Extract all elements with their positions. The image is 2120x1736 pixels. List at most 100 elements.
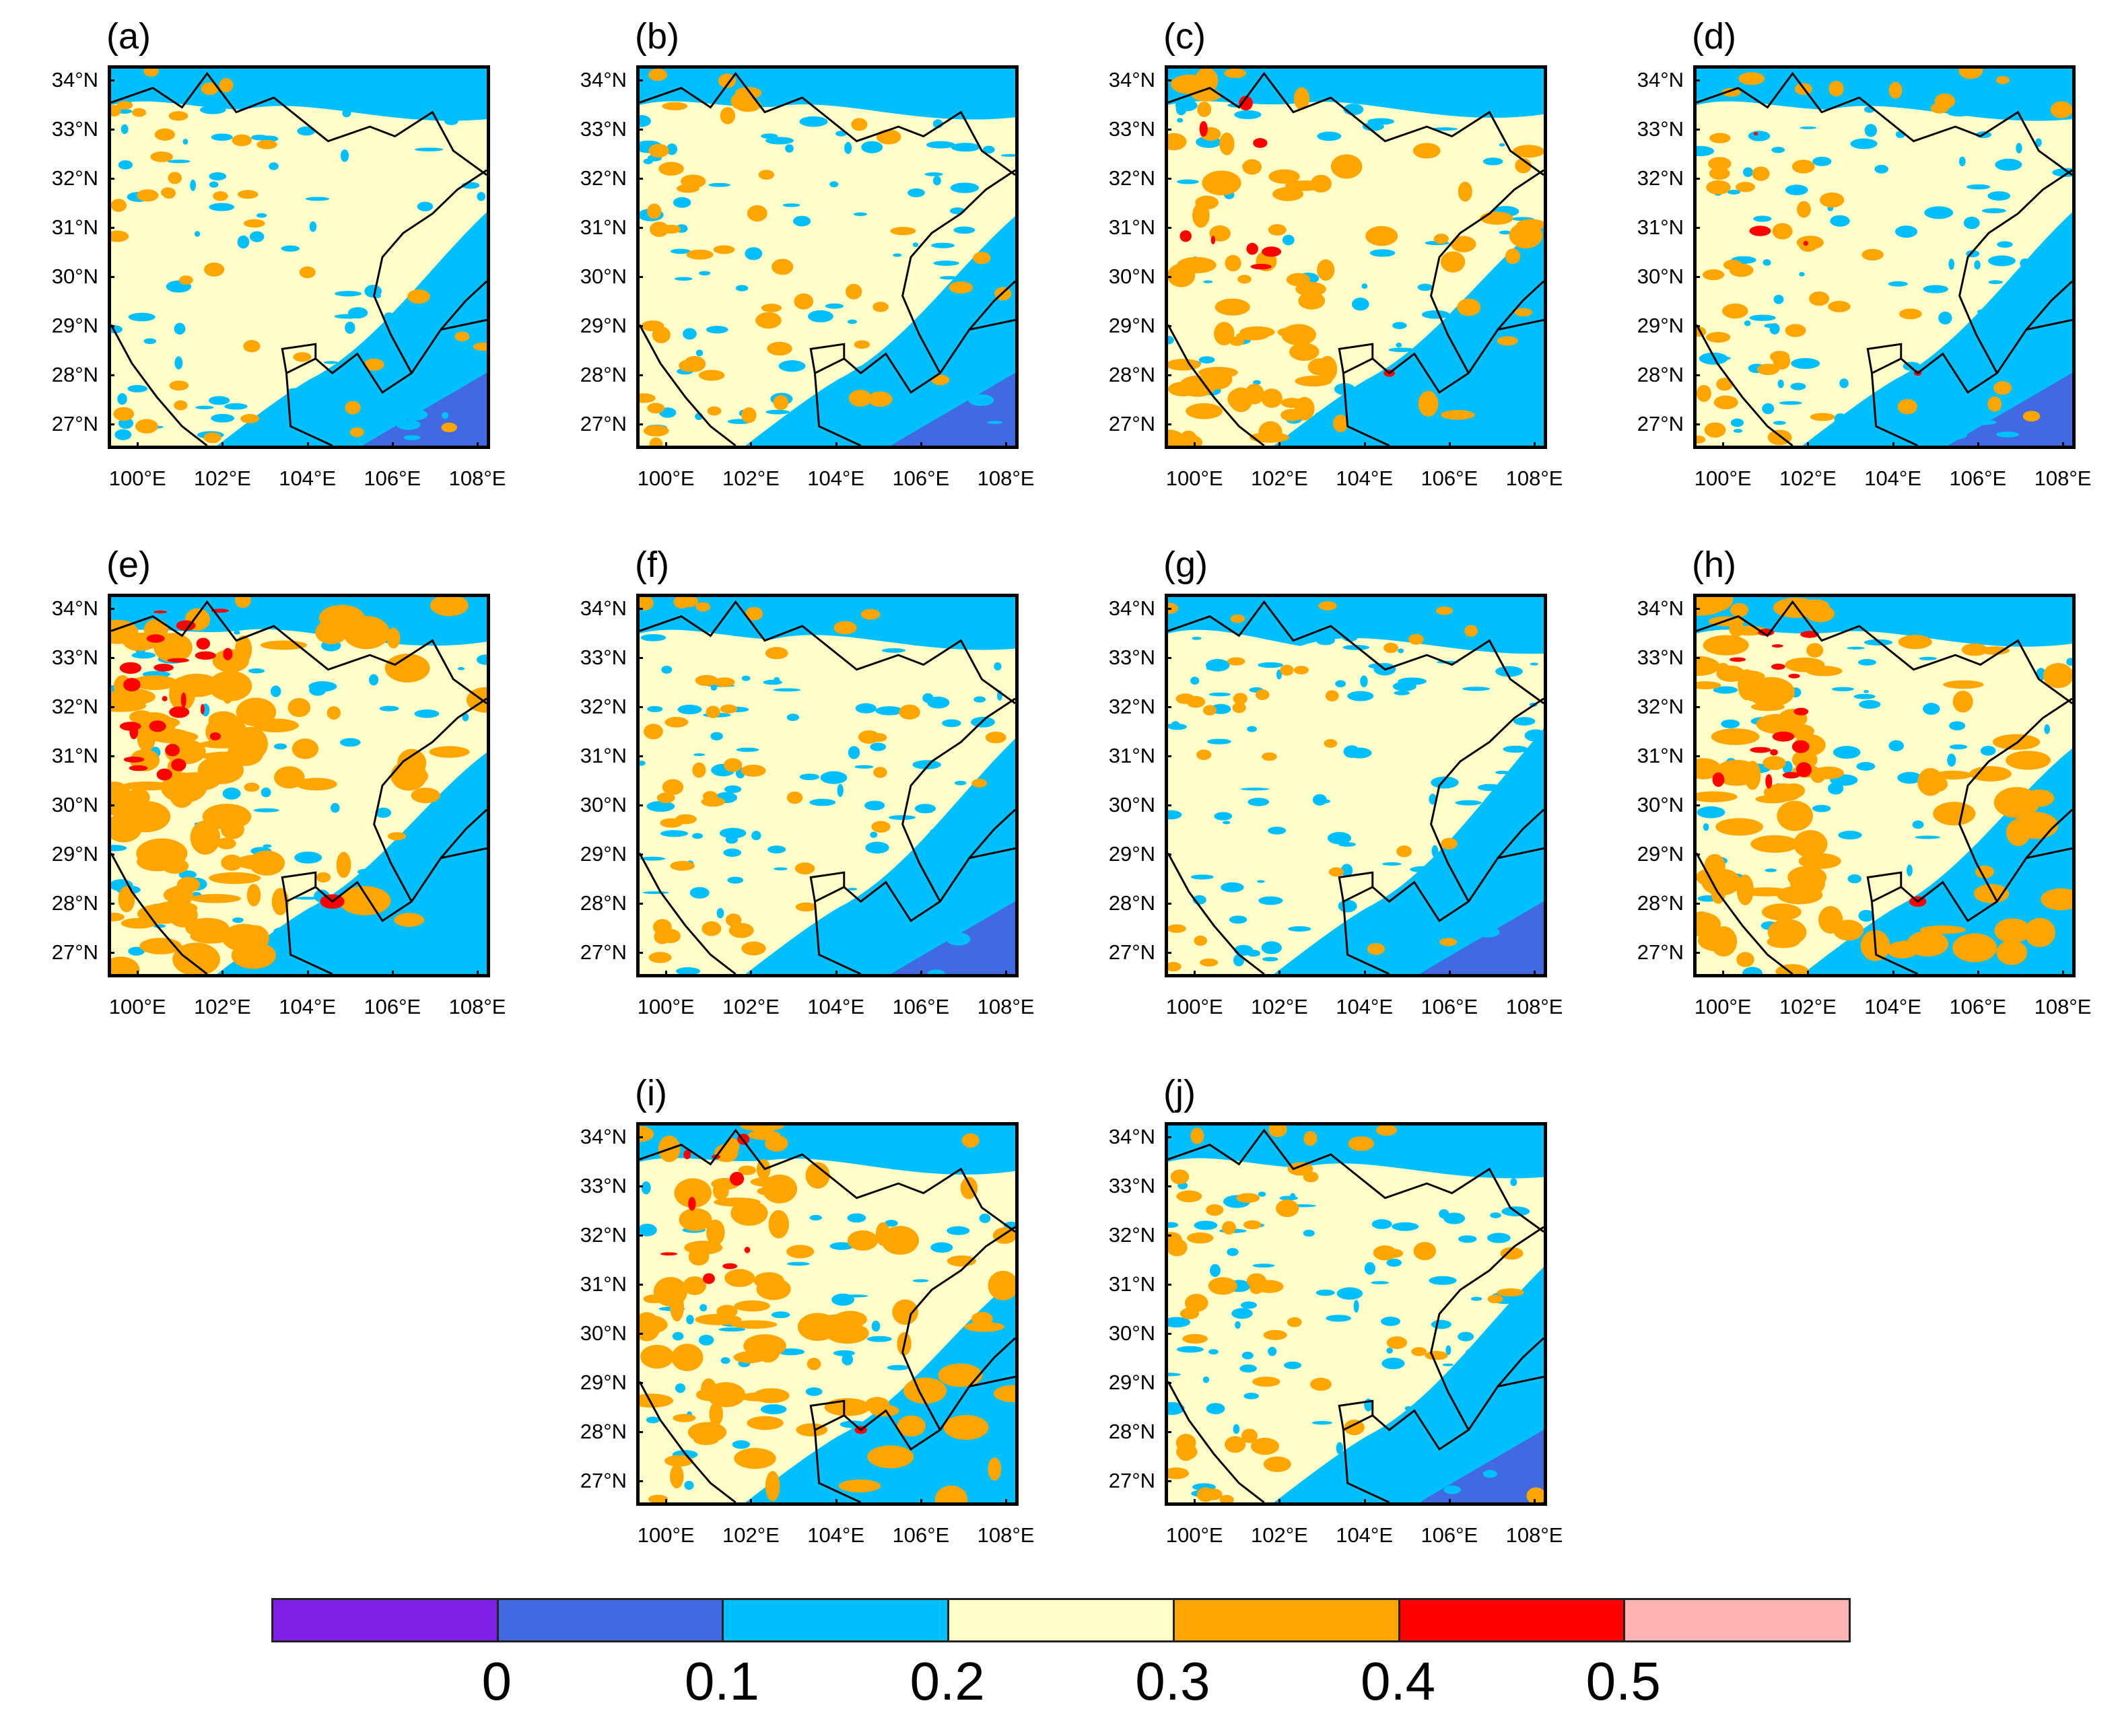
lat-tick-mark <box>636 657 643 659</box>
lon-tick-label: 102°E <box>1250 995 1308 1018</box>
lat-tick-label: 27°N <box>51 940 98 965</box>
lon-tick-label: 106°E <box>1949 466 2007 490</box>
lat-tick-mark <box>108 276 114 279</box>
lon-tick-mark <box>1807 971 1810 977</box>
lat-tick-label: 27°N <box>580 940 627 965</box>
lon-tick-label: 106°E <box>892 1523 950 1547</box>
colorbar-swatch <box>1623 1598 1851 1642</box>
lon-tick-mark <box>477 442 479 449</box>
lat-tick-mark <box>636 804 643 807</box>
panel-label-f: (f) <box>635 545 669 585</box>
lon-tick-mark <box>665 1499 668 1506</box>
lon-tick-label: 108°E <box>1505 995 1563 1018</box>
lat-tick-mark <box>1693 129 1700 131</box>
lat-tick-label: 27°N <box>51 412 98 436</box>
lat-tick-mark <box>636 423 643 426</box>
lon-tick-mark <box>835 971 837 977</box>
lon-tick-mark <box>1363 442 1366 449</box>
lat-tick-mark <box>1165 1136 1171 1138</box>
map-field-f <box>640 597 1015 974</box>
colorbar-swatch <box>1172 1598 1400 1642</box>
lat-tick-mark <box>108 607 114 610</box>
lon-tick-mark <box>1722 442 1725 449</box>
lat-tick-label: 34°N <box>580 1124 627 1148</box>
lat-tick-label: 33°N <box>580 646 627 669</box>
lon-tick-mark <box>1534 442 1536 449</box>
panel-label-c: (c) <box>1163 16 1206 57</box>
lat-tick-mark <box>1165 1284 1171 1286</box>
lon-tick-label: 108°E <box>977 995 1035 1018</box>
lon-tick-label: 100°E <box>637 995 695 1018</box>
lon-tick-mark <box>1448 971 1451 977</box>
lat-tick-mark <box>636 178 643 180</box>
lat-tick-mark <box>108 804 114 807</box>
lon-tick-mark <box>1534 971 1536 977</box>
lon-tick-label: 104°E <box>279 466 336 490</box>
lat-tick-mark <box>636 276 643 279</box>
lat-tick-label: 29°N <box>1108 842 1155 866</box>
map-panel-b <box>636 65 1019 449</box>
lon-tick-label: 100°E <box>1694 466 1752 490</box>
colorbar-swatch <box>722 1598 950 1642</box>
lon-tick-mark <box>1278 971 1281 977</box>
lon-tick-label: 108°E <box>977 1523 1035 1547</box>
lon-tick-mark <box>221 971 224 977</box>
map-panel-a <box>108 65 490 449</box>
lat-tick-label: 30°N <box>51 265 98 289</box>
panel-label-j: (j) <box>1163 1073 1196 1113</box>
lon-tick-label: 104°E <box>807 1523 864 1547</box>
colorbar-label: 0 <box>481 1651 512 1711</box>
lat-tick-mark <box>636 1333 643 1335</box>
lon-tick-mark <box>306 442 309 449</box>
lat-tick-label: 32°N <box>1637 695 1684 719</box>
lon-tick-mark <box>665 442 668 449</box>
panel-label-i: (i) <box>635 1073 667 1113</box>
map-panel-i <box>636 1122 1019 1506</box>
lat-tick-label: 28°N <box>1108 891 1155 915</box>
lon-tick-label: 106°E <box>892 995 950 1018</box>
lon-tick-label: 104°E <box>279 995 336 1018</box>
lat-tick-label: 30°N <box>1108 265 1155 289</box>
lon-tick-label: 100°E <box>1165 1523 1223 1547</box>
lon-tick-mark <box>391 442 394 449</box>
lon-tick-label: 104°E <box>1336 995 1393 1018</box>
lon-tick-label: 100°E <box>1694 995 1752 1018</box>
lat-tick-mark <box>636 129 643 131</box>
lon-tick-mark <box>1278 1499 1281 1506</box>
panel-label-b: (b) <box>635 16 679 57</box>
lat-tick-mark <box>1693 657 1700 659</box>
lat-tick-mark <box>1165 854 1171 856</box>
lat-tick-label: 31°N <box>1108 1272 1155 1296</box>
lat-tick-label: 32°N <box>580 1223 627 1247</box>
lat-tick-label: 32°N <box>580 166 627 190</box>
lon-tick-label: 108°E <box>977 466 1035 490</box>
lon-tick-mark <box>920 1499 922 1506</box>
lat-tick-mark <box>1165 804 1171 807</box>
map-field-e <box>111 597 487 974</box>
lat-tick-mark <box>108 227 114 230</box>
lat-tick-mark <box>1165 952 1171 954</box>
lon-tick-label: 100°E <box>637 466 695 490</box>
panel-label-e: (e) <box>106 545 151 585</box>
lat-tick-label: 33°N <box>580 117 627 141</box>
lat-tick-mark <box>1693 79 1700 81</box>
lat-tick-label: 27°N <box>1108 1469 1155 1493</box>
lon-tick-mark <box>1722 971 1725 977</box>
lon-tick-label: 108°E <box>2034 995 2092 1018</box>
lon-tick-mark <box>1448 442 1451 449</box>
lat-tick-mark <box>636 79 643 81</box>
map-panel-g <box>1165 594 1547 977</box>
lon-tick-label: 106°E <box>1421 1523 1478 1547</box>
lon-tick-label: 100°E <box>1165 466 1223 490</box>
lat-tick-mark <box>1165 1382 1171 1385</box>
lat-tick-mark <box>636 755 643 758</box>
lon-tick-label: 102°E <box>193 995 251 1018</box>
lat-tick-label: 31°N <box>51 744 98 768</box>
lon-tick-label: 102°E <box>722 995 780 1018</box>
lat-tick-mark <box>1693 276 1700 279</box>
lon-tick-label: 100°E <box>1165 995 1223 1018</box>
lat-tick-mark <box>636 227 643 230</box>
lat-tick-label: 31°N <box>580 1272 627 1296</box>
map-field-h <box>1697 597 2072 974</box>
